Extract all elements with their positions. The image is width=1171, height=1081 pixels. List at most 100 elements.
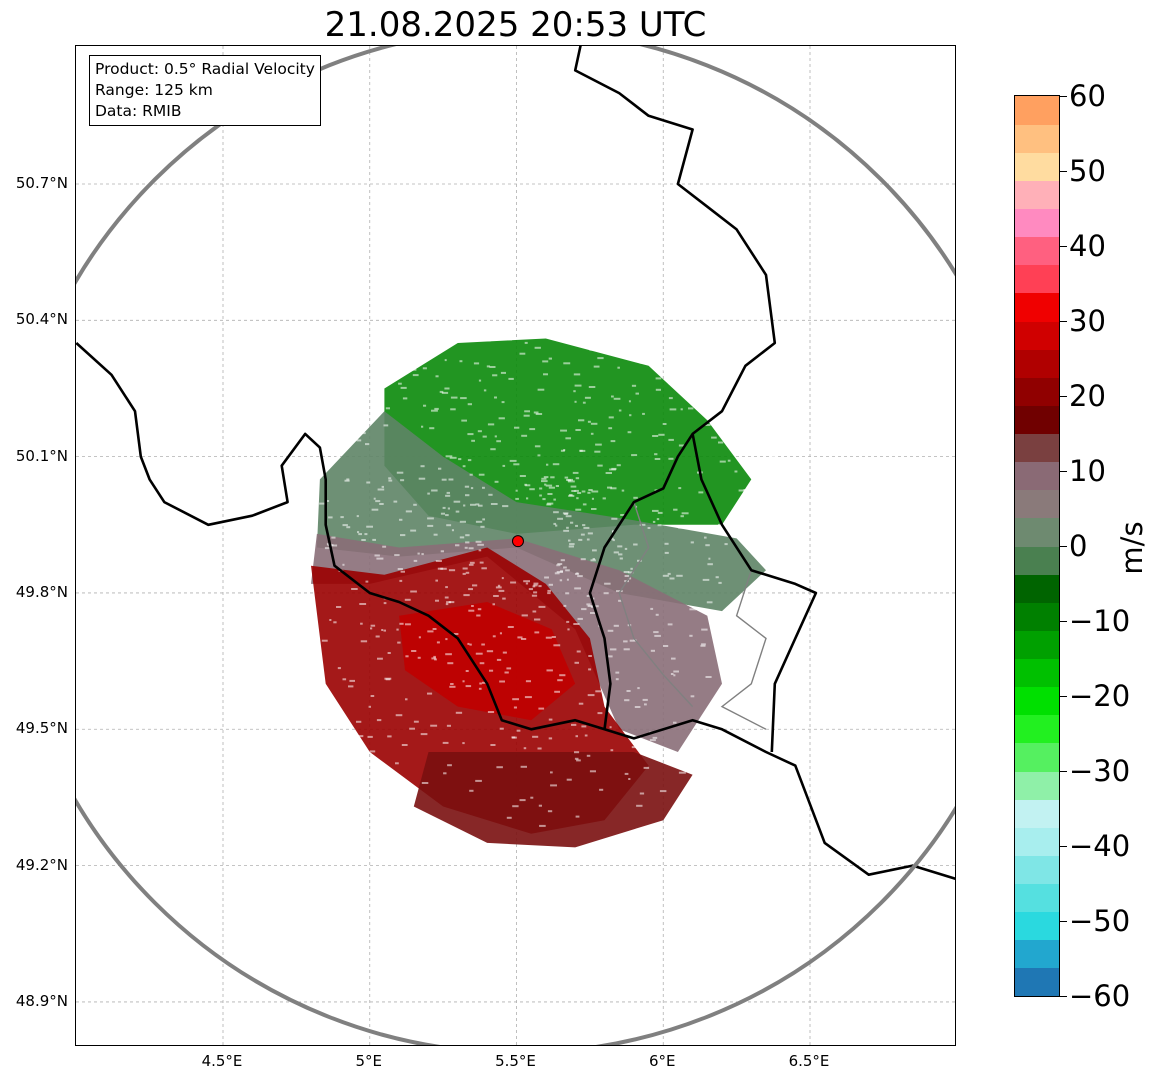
echo-gap (370, 695, 375, 697)
echo-gap (532, 735, 539, 738)
echo-gap (574, 384, 582, 387)
echo-gap (498, 417, 505, 420)
echo-gap (701, 628, 708, 631)
colorbar-segment (1015, 911, 1059, 941)
colorbar-segment (1015, 771, 1059, 800)
echo-gap (708, 391, 714, 394)
echo-gap (589, 348, 597, 351)
echo-gap (419, 341, 424, 344)
echo-gap (266, 433, 274, 436)
echo-gap (344, 377, 347, 380)
echo-gap (499, 680, 505, 683)
echo-gap (454, 258, 462, 260)
colorbar-segment (1015, 264, 1059, 294)
colorbar-segment (1015, 630, 1059, 660)
echo-gap (539, 824, 546, 827)
echo-gap (496, 440, 501, 443)
echo-gap (453, 500, 461, 503)
echo-gap (468, 609, 475, 612)
echo-gap (668, 397, 673, 400)
echo-gap (593, 319, 598, 322)
echo-gap (418, 477, 426, 480)
echo-gap (501, 577, 504, 580)
echo-gap (345, 384, 350, 387)
echo-gap (396, 471, 404, 474)
echo-gap (779, 619, 786, 622)
echo-gap (576, 497, 579, 500)
echo-gap (738, 489, 746, 492)
echo-gap (806, 520, 811, 523)
echo-gap (421, 782, 429, 784)
echo-gap (539, 494, 542, 497)
echo-gap (628, 317, 634, 320)
echo-gap (408, 294, 412, 297)
echo-gap (583, 526, 590, 529)
radar-map[interactable] (75, 45, 956, 1046)
echo-gap (618, 599, 623, 602)
echo-gap (467, 459, 472, 462)
echo-gap (495, 258, 502, 261)
echo-gap (400, 347, 402, 350)
echo-gap (533, 582, 539, 585)
lat-tick-label: 48.9°N (15, 991, 68, 1010)
echo-gap (562, 512, 569, 515)
echo-gap (342, 385, 345, 388)
echo-gap (554, 572, 560, 575)
echo-gap (615, 678, 619, 681)
echo-gap (260, 632, 265, 635)
echo-gap (748, 512, 752, 515)
echo-gap (455, 711, 463, 714)
echo-zero-mauve (311, 533, 722, 752)
echo-gap (580, 558, 586, 561)
echo-gap (565, 437, 571, 440)
echo-gap (597, 357, 604, 360)
colorbar-tick (1060, 171, 1067, 172)
colorbar-tick (1060, 321, 1067, 322)
echo-gap (547, 493, 553, 495)
colorbar-segment (1015, 799, 1059, 828)
echo-gap (678, 487, 682, 490)
colorbar-tick (1060, 396, 1067, 397)
echo-gap (678, 444, 686, 447)
echo-gap (448, 601, 455, 604)
echo-gap (555, 485, 559, 487)
echo-gap (588, 489, 593, 491)
echo-gap (553, 264, 558, 267)
echo-gap (629, 639, 637, 642)
echo-gap (370, 627, 373, 630)
echo-gap (647, 299, 654, 302)
echo-gap (346, 478, 350, 481)
colorbar-tick-label: 20 (1069, 379, 1106, 413)
echo-gap (490, 448, 496, 451)
lat-tick-label: 50.1°N (15, 446, 68, 465)
echo-gap (342, 524, 348, 527)
echo-gap (315, 353, 323, 356)
echo-gap (701, 332, 707, 335)
echo-gap (448, 478, 454, 481)
echo-gap (479, 662, 485, 665)
echo-gap (413, 503, 417, 506)
echo-gap (783, 506, 787, 509)
echo-gap (346, 742, 351, 745)
echo-gap (563, 566, 567, 569)
echo-gap (388, 479, 393, 482)
echo-gap (743, 534, 749, 537)
echo-gap (450, 408, 456, 411)
echo-gap (743, 489, 749, 491)
colorbar-tick (1060, 696, 1067, 697)
echo-gap (377, 488, 385, 491)
echo-gap (344, 363, 350, 366)
echo-gap (375, 635, 380, 638)
echo-gap (423, 404, 427, 407)
echo-gap (286, 392, 291, 395)
echo-gap (524, 341, 528, 344)
info-box: Product: 0.5° Radial Velocity Range: 125… (89, 55, 321, 126)
echo-gap (500, 371, 506, 374)
echo-gap (656, 518, 660, 521)
echo-gap (548, 486, 555, 489)
echo-gap (574, 757, 579, 760)
echo-gap (364, 375, 370, 378)
echo-gap (590, 605, 595, 608)
echo-gap (573, 390, 576, 393)
echo-gap (462, 742, 465, 745)
